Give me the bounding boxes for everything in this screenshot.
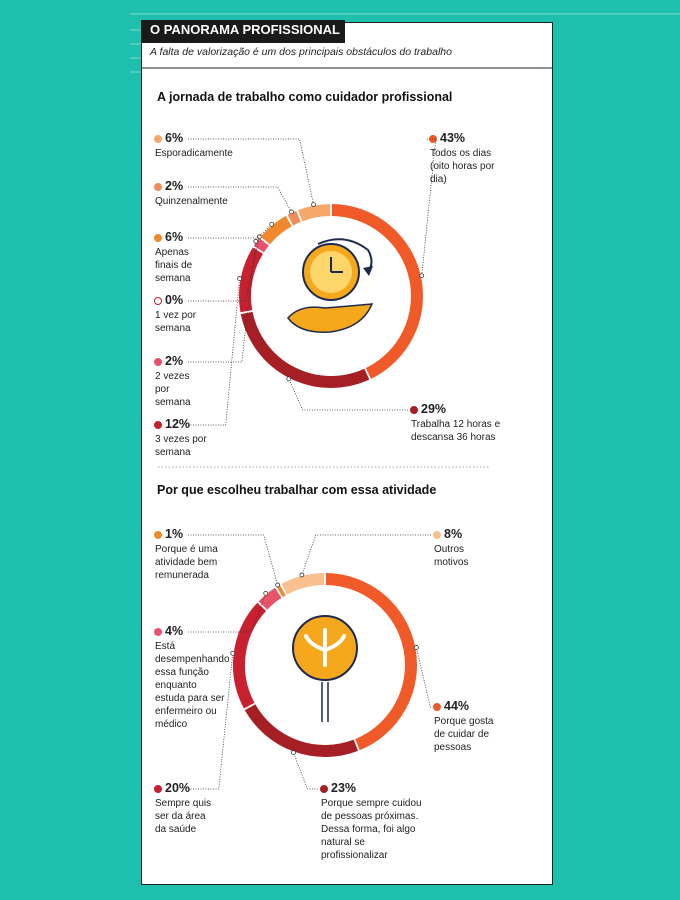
donut-segment xyxy=(239,247,264,313)
leader-dot xyxy=(230,650,236,656)
category-label: Está desempenhando essa função enquanto … xyxy=(155,641,230,730)
value-label: 4% xyxy=(165,624,184,638)
leader-dot xyxy=(311,202,316,208)
leader-dot xyxy=(237,276,243,281)
legend-dot xyxy=(154,183,162,191)
leader-dot xyxy=(286,376,292,382)
leader-line xyxy=(293,752,318,790)
decor-lines xyxy=(130,13,680,73)
clock-icon xyxy=(287,238,374,333)
donut-segment xyxy=(298,204,331,222)
legend-dot xyxy=(154,421,162,429)
crossroad-icon xyxy=(292,615,358,722)
category-label: 2 vezes por semana xyxy=(155,371,191,408)
leader-line xyxy=(188,224,272,239)
category-label: Porque sempre cuidou de pessoas próximas… xyxy=(321,798,422,861)
leader-dot xyxy=(269,221,275,227)
chart-title: Por que escolheu trabalhar com essa ativ… xyxy=(157,483,437,497)
donut-segment xyxy=(325,573,417,751)
category-label: Esporadicamente xyxy=(155,148,233,159)
donut-segment xyxy=(233,602,267,709)
legend-dot xyxy=(433,703,441,711)
legend-dot xyxy=(154,785,162,793)
legend-dot xyxy=(154,628,162,636)
leader-dot xyxy=(289,209,294,215)
leader-dot xyxy=(299,572,305,578)
legend-dot xyxy=(320,785,328,793)
leader-dot xyxy=(413,645,419,650)
donut-segment xyxy=(253,238,269,253)
leader-line xyxy=(288,378,408,411)
category-label: Porque gosta de cuidar de pessoas xyxy=(434,716,494,753)
leader-dot xyxy=(291,750,296,755)
panel xyxy=(141,22,553,885)
value-label: 20% xyxy=(165,781,191,795)
leader-line xyxy=(188,278,241,426)
value-label: 8% xyxy=(444,527,463,541)
value-label: 2% xyxy=(165,354,184,368)
legend-dot xyxy=(154,135,162,143)
leader-dot xyxy=(256,234,262,240)
title-box xyxy=(141,20,345,43)
category-label: Todos os dias (oito horas por dia) xyxy=(430,148,495,185)
value-label: 43% xyxy=(440,131,466,145)
leader-line xyxy=(421,138,437,276)
value-label: 0% xyxy=(165,293,184,307)
leader-line xyxy=(188,241,257,363)
legend-dot xyxy=(154,358,162,366)
category-label: Quinzenalmente xyxy=(155,196,228,207)
category-label: Sempre quis ser da área da saúde xyxy=(155,798,212,835)
category-label: Porque é uma atividade bem remunerada xyxy=(155,544,218,581)
leader-line xyxy=(188,186,292,213)
legend-dot xyxy=(433,531,441,539)
category-label: 1 vez por semana xyxy=(155,310,197,334)
chart-title: A jornada de trabalho como cuidador prof… xyxy=(157,90,453,104)
value-label: 1% xyxy=(165,527,184,541)
leader-dot xyxy=(253,238,259,244)
page-title: O PANORAMA PROFISSIONAL xyxy=(150,22,340,37)
value-label: 2% xyxy=(165,179,184,193)
leader-dot xyxy=(263,590,269,596)
value-label: 12% xyxy=(165,417,191,431)
value-label: 44% xyxy=(444,699,470,713)
value-label: 6% xyxy=(165,230,184,244)
legend-dot xyxy=(410,406,418,414)
donut-segment xyxy=(287,210,301,226)
leader-line xyxy=(415,647,431,708)
category-label: Outros motivos xyxy=(434,544,469,568)
category-label: 3 vezes por semana xyxy=(155,434,207,458)
donut-segment xyxy=(258,587,282,610)
category-label: Trabalha 12 horas e descansa 36 horas xyxy=(411,419,501,443)
legend-dot xyxy=(154,297,162,305)
leader-dot xyxy=(419,273,425,279)
donut-segment xyxy=(331,204,423,379)
value-label: 29% xyxy=(421,402,447,416)
donut-segment xyxy=(260,215,292,245)
leader-line xyxy=(188,653,234,790)
subtitle: A falta de valorização é um dos principa… xyxy=(150,46,452,58)
value-label: 23% xyxy=(331,781,357,795)
value-label: 6% xyxy=(165,131,184,145)
donut-segment xyxy=(244,704,358,757)
legend-dot xyxy=(154,234,162,242)
donut-segment xyxy=(281,573,325,595)
category-label: Apenas finais de semana xyxy=(155,247,193,284)
donut-segment xyxy=(240,311,370,388)
leader-line xyxy=(301,534,431,576)
legend-dot xyxy=(154,531,162,539)
leader-dot xyxy=(275,582,281,588)
donut-segment xyxy=(276,584,286,598)
leader-line xyxy=(188,534,279,586)
